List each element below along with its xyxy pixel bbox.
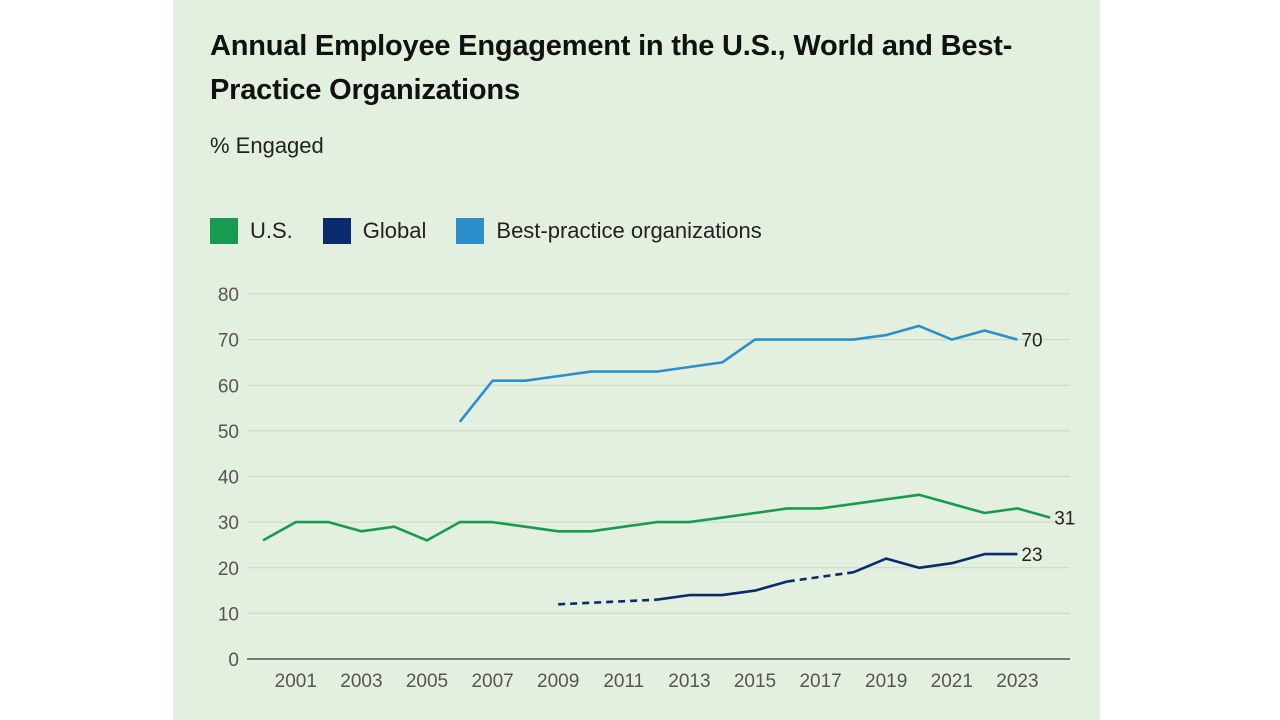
y-tick-label-30: 30 <box>218 513 239 534</box>
y-tick-label-0: 0 <box>228 650 239 671</box>
y-tick-label-50: 50 <box>218 422 239 443</box>
legend: U.S. Global Best-practice organizations <box>210 216 792 246</box>
x-tick-label-2001: 2001 <box>275 671 317 692</box>
series-line-global-dashed-0 <box>558 598 657 606</box>
legend-item-us: U.S. <box>210 218 293 244</box>
y-tick-label-20: 20 <box>218 559 239 580</box>
chart-subtitle: % Engaged <box>210 133 324 158</box>
y-tick-label-60: 60 <box>218 376 239 397</box>
chart-title: Annual Employee Engagement in the U.S., … <box>210 30 1013 106</box>
y-tick-label-70: 70 <box>218 331 239 352</box>
legend-swatch-global <box>322 218 351 244</box>
end-label-u-s: 31 <box>1054 509 1075 530</box>
y-tick-label-80: 80 <box>218 285 239 306</box>
legend-label-best-practice: Best-practice organizations <box>496 218 762 243</box>
legend-swatch-best-practice <box>456 218 485 244</box>
x-tick-label-2017: 2017 <box>799 671 841 692</box>
x-tick-label-2019: 2019 <box>865 671 907 692</box>
legend-label-global: Global <box>362 218 427 243</box>
x-tick-label-2015: 2015 <box>734 671 776 692</box>
legend-item-global: Global <box>322 218 427 244</box>
x-tick-label-2005: 2005 <box>406 671 448 692</box>
series-line-best-practice-organizations-0 <box>458 324 1018 423</box>
legend-item-best-practice: Best-practice organizations <box>456 218 762 244</box>
x-tick-label-2007: 2007 <box>471 671 513 692</box>
series-line-global-dashed-2 <box>787 571 854 583</box>
legend-label-us: U.S. <box>250 218 293 243</box>
x-tick-label-2013: 2013 <box>668 671 710 692</box>
legend-swatch-us <box>210 218 238 244</box>
x-tick-label-2009: 2009 <box>537 671 579 692</box>
series-line-global-3 <box>852 552 1018 574</box>
series-line-u-s-0 <box>262 493 1051 542</box>
x-tick-label-2011: 2011 <box>603 671 644 692</box>
x-tick-label-2021: 2021 <box>931 671 973 692</box>
x-tick-label-2023: 2023 <box>996 671 1038 692</box>
y-tick-label-10: 10 <box>218 604 239 625</box>
x-tick-label-2003: 2003 <box>340 671 382 692</box>
end-label-global: 23 <box>1021 545 1042 566</box>
series-line-global-1 <box>656 580 789 601</box>
end-label-best-practice-organizations: 70 <box>1021 331 1042 352</box>
y-tick-label-40: 40 <box>218 468 239 489</box>
